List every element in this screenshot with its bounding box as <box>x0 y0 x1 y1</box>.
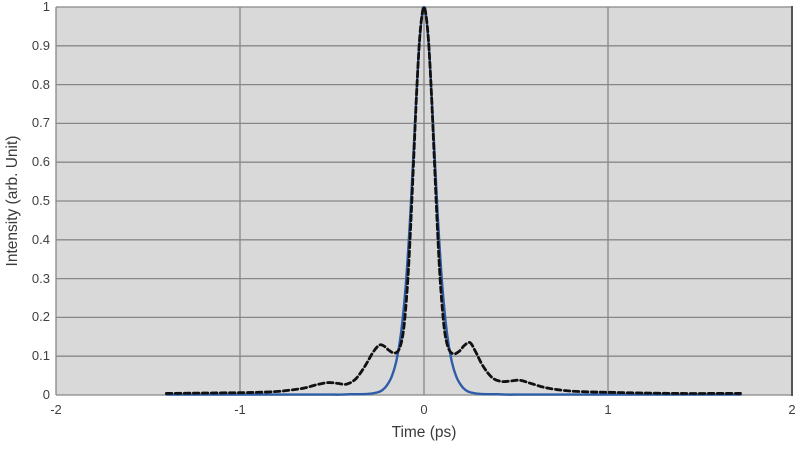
series-measured-pulse <box>165 5 742 395</box>
x-tick-label: 1 <box>604 402 612 417</box>
x-tick-label: -2 <box>50 402 62 417</box>
y-tick-label: 0.6 <box>31 154 50 170</box>
y-tick-label: 0.5 <box>31 193 50 208</box>
x-tick-label: 2 <box>788 402 796 417</box>
y-axis-title: Intensity (arb. Unit) <box>4 135 21 267</box>
y-tick-label: 0.1 <box>31 348 50 364</box>
y-tick-label: 0.8 <box>31 76 50 92</box>
y-tick-label: 0.9 <box>31 37 50 53</box>
y-tick-label: 1 <box>42 0 50 14</box>
x-tick-label: -1 <box>234 402 246 417</box>
y-tick-label: 0 <box>42 387 50 402</box>
y-tick-label: 0.7 <box>31 115 50 131</box>
x-axis-title: Time (ps) <box>391 424 457 441</box>
y-tick-label: 0.3 <box>31 270 50 286</box>
x-tick-label: 0 <box>420 402 428 417</box>
y-tick-label: 0.4 <box>31 231 50 247</box>
y-tick-label: 0.2 <box>31 309 50 325</box>
